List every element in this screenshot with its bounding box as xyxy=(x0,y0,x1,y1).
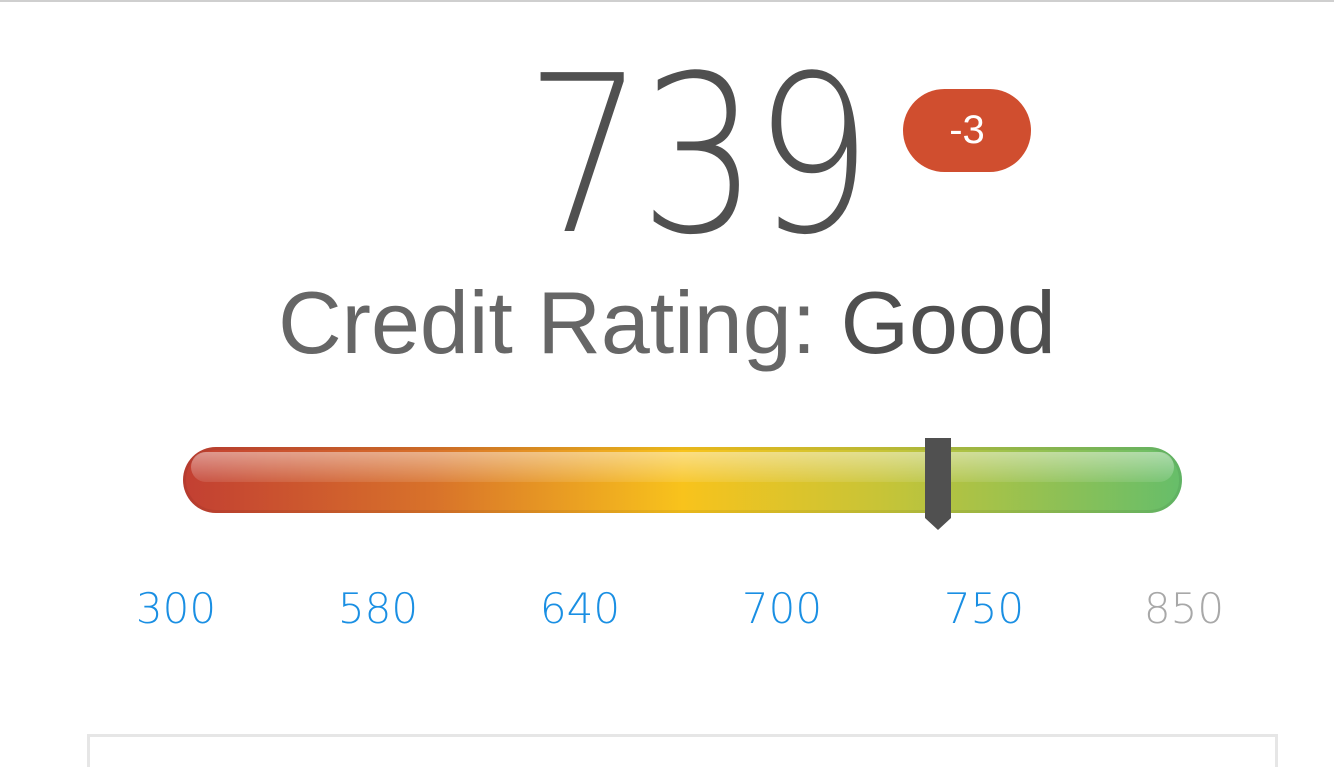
score-marker xyxy=(925,438,951,530)
rating-value: Good xyxy=(840,273,1056,372)
tick-label: 640 xyxy=(539,584,621,633)
credit-score: 739 xyxy=(525,30,873,283)
tick-label: 580 xyxy=(337,584,419,633)
credit-rating: Credit Rating: Good xyxy=(0,272,1334,374)
rating-label: Credit Rating: xyxy=(278,273,817,372)
tick-label: 850 xyxy=(1143,584,1225,633)
tick-label: 700 xyxy=(741,584,823,633)
score-change-badge: -3 xyxy=(903,89,1031,172)
tick-label: 750 xyxy=(943,584,1025,633)
details-card xyxy=(87,734,1278,767)
top-divider xyxy=(0,0,1334,2)
tick-label: 300 xyxy=(135,584,217,633)
score-gauge-bar xyxy=(183,447,1182,513)
